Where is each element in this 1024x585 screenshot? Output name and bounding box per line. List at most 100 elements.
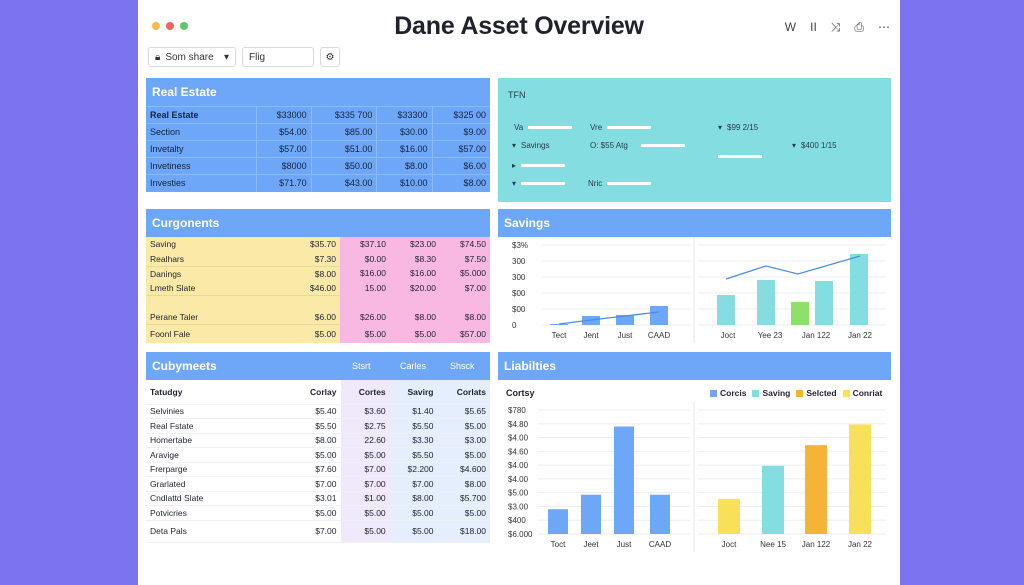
table-cell: $8.00 xyxy=(290,266,340,281)
table-cell: $8.00 xyxy=(440,309,490,324)
table-header-cell: Savirg xyxy=(389,380,438,405)
legend-item[interactable]: Corcis xyxy=(710,388,746,398)
tfn-item[interactable]: ▸ xyxy=(512,161,570,170)
table-cell: $3.30 xyxy=(389,433,438,448)
bar xyxy=(791,302,809,325)
table-cell: $71.70 xyxy=(255,174,312,192)
table-cell: Lmeth Slate xyxy=(146,280,290,296)
table-cell: $10.00 xyxy=(376,174,433,192)
x-tick-label: Nee 15 xyxy=(760,540,786,549)
x-tick-label: Jeet xyxy=(583,540,599,549)
table-row[interactable]: Aravige $5.00 $5.00 $5.50 $5.00 xyxy=(146,447,490,463)
table-row[interactable]: Homertabe $8.00 22.60 $3.30 $3.00 xyxy=(146,433,490,448)
table-row[interactable]: Perane Taler $6.00 $26.00 $8.00 $8.00 xyxy=(146,309,490,325)
w-icon[interactable]: W xyxy=(784,20,797,34)
table-header-cell: Corlay xyxy=(292,380,341,405)
settings-button[interactable]: ⚙ xyxy=(320,47,340,67)
tfn-item-label: Savings xyxy=(521,141,550,150)
col-tag[interactable]: Stsrt xyxy=(352,361,371,371)
col-tag[interactable]: Carles xyxy=(400,361,427,371)
table-row[interactable]: Foonl Fale $5.00 $5.00 $5.00 $57.00 xyxy=(146,324,490,343)
table-header-cell: Real Estate xyxy=(146,106,256,124)
x-tick-label: Just xyxy=(618,331,633,340)
y-tick-label: 0 xyxy=(512,321,517,330)
table-row[interactable]: Selvinies $5.40 $3.60 $1.40 $5.65 xyxy=(146,404,490,419)
x-tick-label: Yee 23 xyxy=(758,331,783,340)
table-cell: $57.00 xyxy=(255,140,312,158)
real-estate-title: Real Estate xyxy=(146,78,490,106)
table-cell: $5.00 xyxy=(437,447,490,463)
table-cell: $7.00 xyxy=(292,520,341,543)
table-row[interactable]: Deta Pals $7.00 $5.00 $5.00 $18.00 xyxy=(146,520,490,543)
real-estate-panel: Real Estate Real Estate $33000 $335 700 … xyxy=(146,78,490,202)
table-cell: Cndlattd Slate xyxy=(146,491,292,506)
tfn-item[interactable]: ▾ xyxy=(512,179,566,188)
table-row[interactable]: Lmeth Slate $46.00 15.00 $20.00 $7.00 xyxy=(146,280,490,296)
table-row[interactable]: Invetiness $8000 $50.00 $8.00 $6.00 xyxy=(146,157,490,175)
share-label: Som share xyxy=(165,51,214,63)
toolbar: 🔒︎ Som share ▾ Flig ⚙ xyxy=(148,47,340,67)
table-row[interactable]: Potvicries $5.00 $5.00 $5.00 $5.00 xyxy=(146,505,490,521)
table-row[interactable]: Realhars $7.30 $0.00 $8.30 $7.50 xyxy=(146,251,490,267)
table-row[interactable]: Investies $71.70 $43.00 $10.00 $8.00 xyxy=(146,174,490,192)
table-cell: $6.00 xyxy=(431,157,490,175)
y-tick-label: $4.00 xyxy=(508,461,529,470)
table-cell: $7.50 xyxy=(440,251,490,266)
table-row[interactable]: Cndlattd Slate $3.01 $1.00 $8.00 $5.700 xyxy=(146,491,490,506)
table-row[interactable]: Frerparge $7.60 $7.00 $2.200 $4.600 xyxy=(146,462,490,477)
table-header-cell: $325 00 xyxy=(431,106,490,124)
print-icon[interactable]: ⎙ xyxy=(854,20,864,34)
table-row[interactable]: Grarlated $7.00 $7.00 $7.00 $8.00 xyxy=(146,476,490,492)
table-header-row: Tatudgy Corlay Cortes Savirg Corlats xyxy=(146,380,490,405)
table-cell: $9.00 xyxy=(431,123,490,141)
legend-item[interactable]: Selcted xyxy=(796,388,837,398)
liabilities-title: Liabilties xyxy=(498,352,891,380)
tfn-item[interactable]: O: $55 Atg xyxy=(590,141,685,150)
tfn-item[interactable]: ▾ $400 1/15 xyxy=(792,141,837,150)
col-tag[interactable]: Shsck xyxy=(450,361,475,371)
legend-item[interactable]: Saving xyxy=(752,388,790,398)
series-line xyxy=(725,255,861,280)
table-row[interactable]: Real Fstate $5.50 $2.75 $5.50 $5.00 xyxy=(146,418,490,434)
tfn-item-label: Nric xyxy=(588,179,603,188)
table-cell: $57.00 xyxy=(440,324,490,343)
filter-input[interactable]: Flig xyxy=(242,47,314,67)
x-tick-label: Jan 122 xyxy=(802,540,831,549)
tfn-item[interactable] xyxy=(718,141,762,158)
minimize-dot[interactable] xyxy=(152,22,160,30)
legend-item[interactable]: Conriat xyxy=(842,388,882,398)
table-cell: Foonl Fale xyxy=(146,324,290,343)
more-icon[interactable]: ⋯ xyxy=(878,20,890,34)
table-row[interactable]: Section $54.00 $85.00 $30.00 $9.00 xyxy=(146,123,490,141)
tfn-item-label: Vre xyxy=(590,123,603,132)
table-cell: Saving xyxy=(146,237,290,252)
table-cell: 22.60 xyxy=(340,433,390,448)
tfn-item[interactable]: ▾ $99 2/15 xyxy=(718,123,759,132)
tfn-item[interactable]: Va xyxy=(514,123,573,132)
x-tick-label: Just xyxy=(617,540,632,549)
tfn-item[interactable]: Vre xyxy=(590,123,652,132)
table-cell: $85.00 xyxy=(310,123,377,141)
share-dropdown[interactable]: 🔒︎ Som share ▾ xyxy=(148,47,236,67)
tfn-item[interactable]: ▾ Savings xyxy=(512,141,550,150)
table-row[interactable]: Invetalty $57.00 $51.00 $16.00 $57.00 xyxy=(146,140,490,158)
pause-icon[interactable]: II xyxy=(810,20,817,34)
table-header-cell: Cortes xyxy=(340,380,390,405)
table-cell: $7.00 xyxy=(440,280,490,295)
table-header-row: Real Estate $33000 $335 700 $33300 $325 … xyxy=(146,106,490,124)
table-cell: Real Fstate xyxy=(146,418,292,434)
maximize-dot[interactable] xyxy=(180,22,188,30)
table-row[interactable]: Saving $35.70 $37.10 $23.00 $74.50 xyxy=(146,237,490,252)
close-dot[interactable] xyxy=(166,22,174,30)
y-tick-label: $400 xyxy=(508,516,526,525)
components-table: Saving $35.70 $37.10 $23.00 $74.50 Realhars $… xyxy=(146,237,490,343)
table-cell: $3.60 xyxy=(340,404,390,419)
legend-label: Corcis xyxy=(720,388,747,398)
shuffle-icon[interactable]: ⤨ xyxy=(830,20,841,34)
table-row[interactable]: Danings $8.00 $16.00 $16.00 $5.000 xyxy=(146,266,490,281)
bar xyxy=(616,315,634,325)
tfn-item[interactable]: Nric xyxy=(588,179,652,188)
bar xyxy=(717,295,735,325)
table-cell: $23.00 xyxy=(390,237,440,252)
series-line xyxy=(558,311,660,325)
